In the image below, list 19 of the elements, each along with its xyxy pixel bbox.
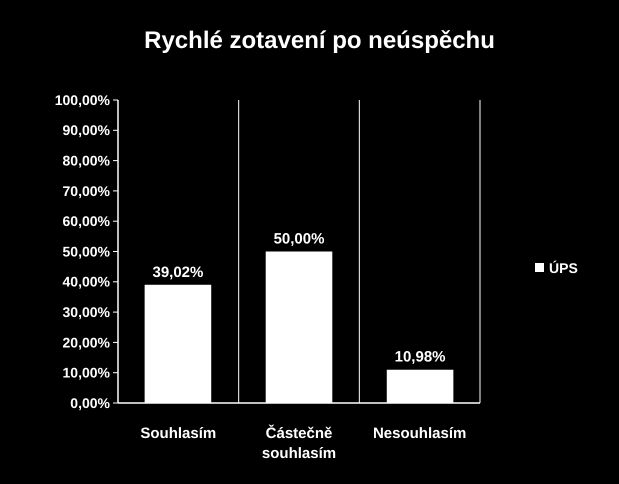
legend-label: ÚPS — [549, 260, 578, 276]
y-tick-label: 0,00% — [70, 394, 111, 411]
data-label: 39,02% — [152, 264, 204, 281]
data-label: 10,98% — [394, 348, 446, 366]
y-tick-label: 100,00% — [54, 92, 111, 108]
y-tick-label: 30,00% — [62, 304, 111, 320]
x-tick-label: Souhlasím — [140, 425, 216, 442]
chart-title: Rychlé zotavení po neúspěchu — [144, 27, 495, 54]
x-tick-label: Nesouhlasím — [372, 425, 466, 442]
x-tick-label: Částečně souhlasím — [262, 424, 336, 462]
y-tick-label: 80,00% — [62, 152, 111, 168]
y-tick-label: 20,00% — [62, 334, 111, 350]
y-tick-label: 40,00% — [62, 274, 111, 290]
y-tick-label: 60,00% — [62, 213, 111, 230]
y-tick-label: 70,00% — [62, 182, 111, 199]
y-tick-label: 50,00% — [62, 243, 111, 260]
y-tick-label: 10,00% — [62, 364, 111, 381]
y-tick-label: 90,00% — [62, 122, 111, 138]
data-label: 50,00% — [274, 230, 324, 248]
